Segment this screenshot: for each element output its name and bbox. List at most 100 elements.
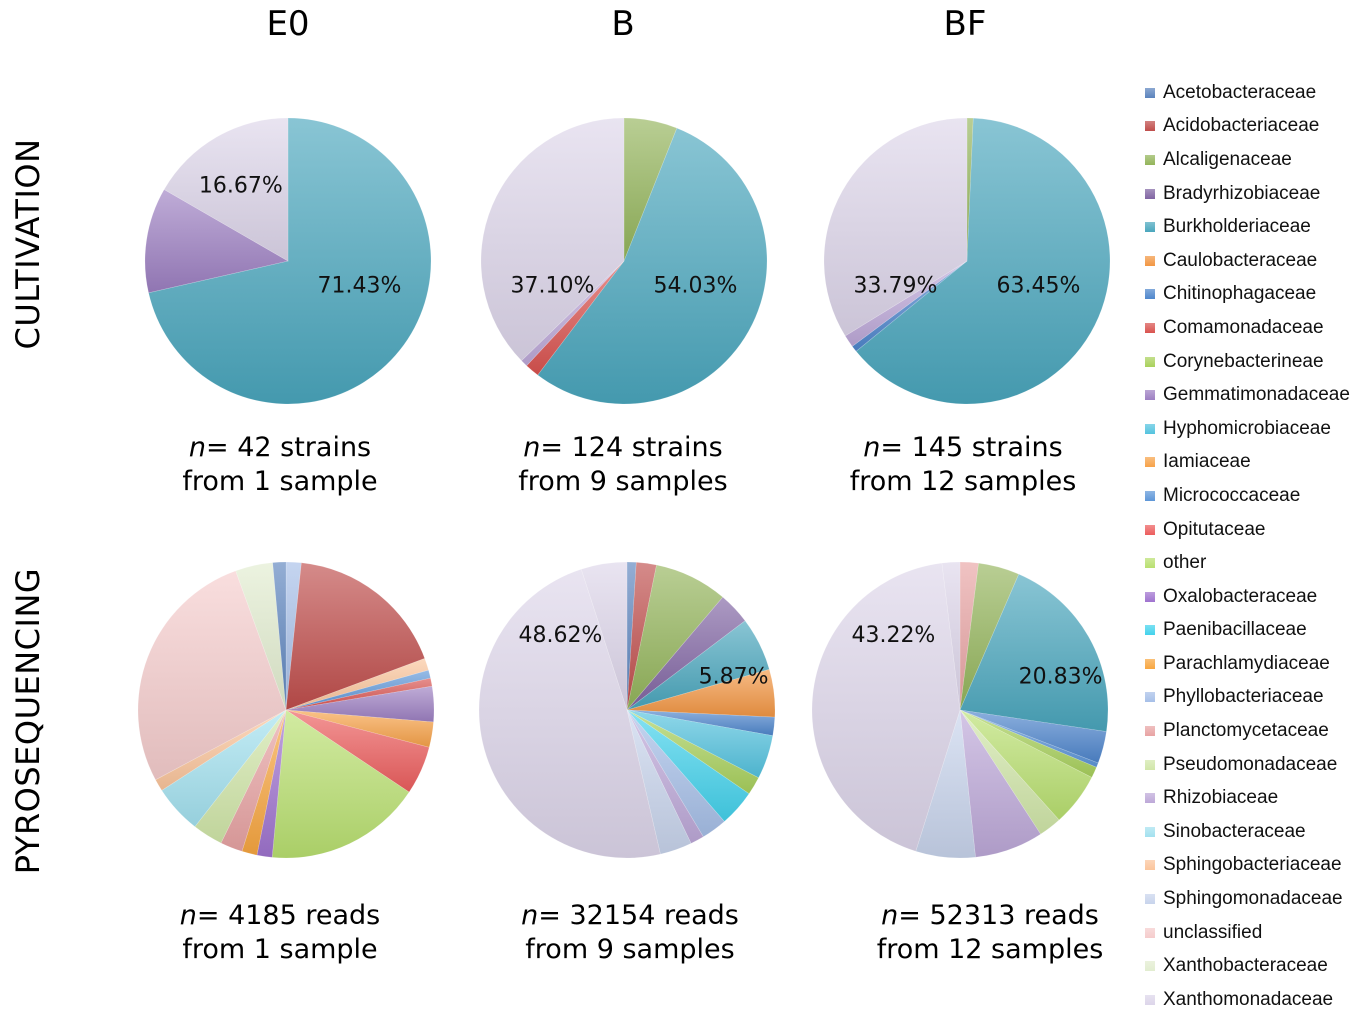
- legend-swatch: [1145, 558, 1155, 569]
- pie-slice-xanthomonadaceae: [163, 117, 289, 262]
- pie-slice-caulobacteraceae: [626, 668, 776, 718]
- pie-slice-unclassified: [580, 561, 628, 711]
- pie-slice-oxalobacteraceae: [256, 709, 287, 858]
- pie-chart-cultivation-b: 54.03% 37.10%: [480, 117, 768, 405]
- legend-swatch: [1145, 423, 1155, 434]
- legend-swatch: [1145, 793, 1155, 804]
- legend-swatch: [1145, 490, 1155, 501]
- legend-label: Comamonadaceae: [1163, 316, 1324, 338]
- legend-swatch: [1145, 726, 1155, 737]
- legend-swatch: [1145, 289, 1155, 300]
- legend-label: Rhizobiaceae: [1163, 787, 1279, 809]
- legend-item-sphingobacteriaceae: Sphingobacteriaceae: [1145, 849, 1350, 883]
- pie-slice-parachlamydiaceae: [241, 709, 287, 856]
- caption-n-symbol: n: [179, 900, 197, 931]
- pie-slice-acidobacteriaceae: [626, 561, 657, 711]
- legend-swatch: [1145, 826, 1155, 837]
- pie-slice-micrococcaceae: [959, 709, 1099, 768]
- pie-slice-phyllobacteriaceae: [285, 561, 302, 711]
- pie-data-label: 48.62%: [518, 623, 602, 648]
- legend-label: Sinobacteraceae: [1163, 820, 1306, 842]
- legend-swatch: [1145, 87, 1155, 98]
- legend-swatch: [1145, 524, 1155, 535]
- pie-slice-alcaligenaceae: [623, 117, 678, 262]
- caption-cultivation-b: n= 124 strains from 9 samples: [463, 431, 783, 499]
- pie-slice-sphingobacteriaceae: [285, 658, 429, 711]
- legend-item-iamiaceae: Iamiaceae: [1145, 446, 1350, 480]
- legend-item-comamonadaceae: Comamonadaceae: [1145, 311, 1350, 345]
- pie-slice-sphingobacteriaceae: [155, 709, 287, 791]
- caption-samples: from 1 sample: [182, 934, 378, 965]
- legend-swatch: [1145, 692, 1155, 703]
- legend-label: Acidobacteriaceae: [1163, 115, 1320, 137]
- legend-item-parachlamydiaceae: Parachlamydiaceae: [1145, 647, 1350, 681]
- pie-slice-rhizobiaceae: [959, 709, 1042, 858]
- legend-item-paenibacillaceae: Paenibacillaceae: [1145, 614, 1350, 648]
- legend-label: Phyllobacteriaceae: [1163, 686, 1324, 708]
- caption-samples: from 1 sample: [182, 466, 378, 497]
- legend-label: Iamiaceae: [1163, 451, 1251, 473]
- caption-count: = 42 strains: [206, 432, 372, 463]
- legend-label: Micrococcaceae: [1163, 484, 1301, 506]
- pie-slice-other: [271, 709, 410, 859]
- legend-label: Chitinophagaceae: [1163, 283, 1317, 305]
- pie-slice-rhizobiaceae: [626, 709, 704, 844]
- caption-cultivation-e0: n= 42 strains from 1 sample: [120, 431, 440, 499]
- legend-item-acetobacteraceae: Acetobacteraceae: [1145, 76, 1350, 110]
- pie-chart-cultivation-e0: 71.43% 16.67%: [144, 117, 432, 405]
- pie-slice-phyllobacteriaceae: [626, 709, 725, 838]
- pie-slice-burkholderiaceae: [148, 117, 432, 405]
- pie-slice-rhizobiaceae: [844, 260, 968, 347]
- caption-n-symbol: n: [521, 900, 539, 931]
- pie-slice-burkholderiaceae: [537, 127, 768, 405]
- caption-n-symbol: n: [188, 432, 206, 463]
- legend-item-acidobacteriaceae: Acidobacteriaceae: [1145, 110, 1350, 144]
- pie-data-label: 5.87%: [699, 664, 769, 689]
- pie-slice-sphingomonadaceae: [915, 709, 976, 859]
- legend-label: Opitutaceae: [1163, 518, 1266, 540]
- legend-label: Parachlamydiaceae: [1163, 652, 1330, 674]
- legend: Acetobacteraceae Acidobacteriaceae Alcalig…: [1145, 76, 1350, 1017]
- legend-swatch: [1145, 188, 1155, 199]
- legend-swatch: [1145, 121, 1155, 132]
- pie-slice-chitinophagaceae: [626, 709, 776, 736]
- caption-pyrosequencing-b: n= 32154 reads from 9 samples: [470, 899, 790, 967]
- column-title-bf: BF: [943, 4, 987, 44]
- legend-label: other: [1163, 552, 1207, 574]
- legend-label: Acetobacteraceae: [1163, 81, 1317, 103]
- row-title-pyrosequencing: PYROSEQUENCING: [9, 567, 47, 875]
- pie-slice-chitinophagaceae: [959, 709, 1107, 764]
- caption-cultivation-bf: n= 145 strains from 12 samples: [803, 431, 1123, 499]
- legend-label: Paenibacillaceae: [1163, 619, 1307, 641]
- pie-slice-unclassified: [137, 570, 287, 781]
- pie-slice-burkholderiaceae: [626, 620, 770, 711]
- legend-item-oxalobacteraceae: Oxalobacteraceae: [1145, 580, 1350, 614]
- pie-slice-xanthobacteraceae: [235, 562, 287, 711]
- legend-swatch: [1145, 759, 1155, 770]
- legend-item-phyllobacteriaceae: Phyllobacteriaceae: [1145, 681, 1350, 715]
- legend-item-chitinophagaceae: Chitinophagaceae: [1145, 278, 1350, 312]
- caption-count: = 52313 reads: [898, 900, 1099, 931]
- caption-samples: from 12 samples: [849, 466, 1077, 497]
- legend-item-burkholderiaceae: Burkholderiaceae: [1145, 210, 1350, 244]
- legend-item-planctomycetaceae: Planctomycetaceae: [1145, 714, 1350, 748]
- pie-slice-gemmatimonadaceae: [144, 189, 289, 294]
- legend-label: Pseudomonadaceae: [1163, 753, 1338, 775]
- legend-swatch: [1145, 356, 1155, 367]
- caption-n-symbol: n: [881, 900, 899, 931]
- caption-count: = 124 strains: [540, 432, 723, 463]
- pie-chart-pyrosequencing-e0: [137, 561, 435, 859]
- legend-item-opitutaceae: Opitutaceae: [1145, 513, 1350, 547]
- legend-swatch: [1145, 625, 1155, 636]
- pie-slice-xanthomonadaceae: [480, 117, 625, 362]
- pie-data-label: 33.79%: [854, 274, 938, 299]
- legend-swatch: [1145, 927, 1155, 938]
- pie-data-label: 71.43%: [318, 274, 402, 299]
- caption-count: = 32154 reads: [538, 900, 739, 931]
- legend-item-bradyrhizobiaceae: Bradyrhizobiaceae: [1145, 177, 1350, 211]
- pie-slice-burkholderiaceae: [855, 117, 1111, 405]
- column-title-b: B: [611, 4, 635, 44]
- pie-slice-acetobacteraceae: [626, 561, 637, 711]
- legend-swatch: [1145, 154, 1155, 165]
- legend-swatch: [1145, 860, 1155, 871]
